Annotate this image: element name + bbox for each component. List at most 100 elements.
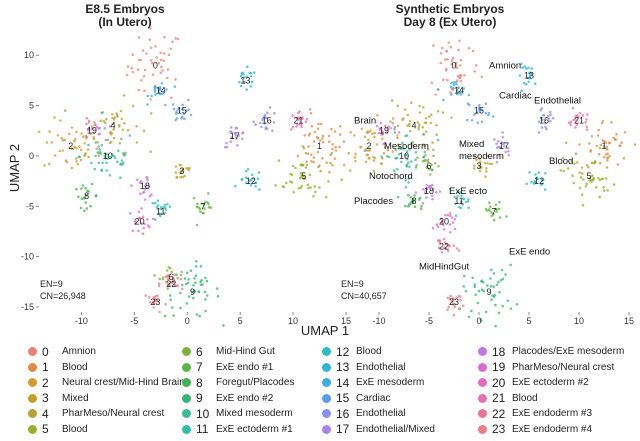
legend-item-11: 11 ExE ectoderm #1 bbox=[182, 422, 293, 437]
cluster-label-23: 23 bbox=[449, 297, 459, 307]
cluster-label-19: 19 bbox=[379, 126, 389, 136]
cluster-label-22: 22 bbox=[166, 279, 176, 289]
cluster-label-15: 15 bbox=[177, 106, 187, 116]
legend-label: Blood bbox=[512, 392, 538, 404]
cluster-label-16: 16 bbox=[539, 116, 549, 126]
cluster-cloud-21 bbox=[291, 108, 312, 129]
legend-label: Blood bbox=[356, 346, 382, 357]
cluster-cloud-0 bbox=[125, 26, 180, 115]
panel-subtitle: Day 8 (Ex Utero) bbox=[404, 15, 497, 29]
cluster-cloud-5 bbox=[274, 145, 344, 199]
cluster-label-4: 4 bbox=[111, 121, 116, 131]
x-tick-label: 0 bbox=[476, 316, 481, 326]
legend-swatch bbox=[478, 378, 487, 387]
annotation-label: Amnion bbox=[489, 60, 521, 71]
cluster-label-17: 17 bbox=[230, 131, 240, 141]
legend-item-14: 14 ExE mesoderm bbox=[322, 375, 424, 390]
cluster-cloud-15 bbox=[164, 98, 193, 122]
legend-item-7: 7 ExE endo #1 bbox=[182, 360, 273, 375]
cluster-cloud-11 bbox=[448, 187, 470, 217]
legend-number: 4 bbox=[42, 406, 49, 421]
legend-number: 3 bbox=[42, 391, 49, 405]
cluster-label-9: 9 bbox=[190, 287, 195, 297]
x-tick-label: 15 bbox=[341, 316, 351, 326]
legend-item-1: 1 Blood bbox=[28, 360, 88, 375]
legend-swatch bbox=[478, 362, 487, 372]
legend-label: Blood bbox=[62, 423, 88, 435]
cluster-label-14: 14 bbox=[454, 85, 464, 95]
legend-number: 9 bbox=[196, 391, 203, 405]
legend-label: ExE endoderm #3 bbox=[512, 408, 593, 419]
cluster-label-8: 8 bbox=[84, 191, 89, 201]
cluster-label-2: 2 bbox=[68, 141, 73, 151]
cluster-cloud-8 bbox=[75, 182, 98, 213]
legend-number: 6 bbox=[196, 344, 203, 359]
cluster-label-23: 23 bbox=[150, 297, 160, 307]
cluster-cloud-1 bbox=[564, 120, 637, 169]
legend-number: 1 bbox=[42, 360, 49, 374]
cluster-label-4: 4 bbox=[411, 121, 416, 131]
legend-label: Amnion bbox=[62, 346, 96, 357]
legend-number: 10 bbox=[196, 406, 210, 421]
legend-swatch bbox=[322, 424, 331, 434]
cluster-cloud-1 bbox=[289, 111, 351, 174]
legend-item-15: 15 Cardiac bbox=[322, 391, 390, 406]
legend-item-10: 10 Mixed mesoderm bbox=[182, 406, 293, 421]
cluster-cloud-23 bbox=[446, 294, 465, 317]
legend-item-17: 17 Endothelial/Mixed bbox=[322, 422, 435, 437]
legend-label: Placodes/ExE mesoderm bbox=[512, 346, 625, 357]
cluster-cloud-23 bbox=[144, 294, 167, 314]
cluster-label-20: 20 bbox=[135, 216, 145, 226]
cluster-cloud-21 bbox=[567, 106, 589, 131]
legend-swatch bbox=[322, 393, 331, 403]
cluster-label-1: 1 bbox=[601, 141, 606, 151]
legend-label: Mixed bbox=[62, 392, 89, 404]
legend-item-0: 0 Amnion bbox=[28, 344, 96, 359]
legend-label: ExE ectoderm #1 bbox=[216, 423, 293, 435]
cluster-cloud-3 bbox=[473, 154, 494, 178]
cluster-cloud-20 bbox=[129, 210, 155, 235]
cluster-label-18: 18 bbox=[424, 186, 434, 196]
x-tick-label: 15 bbox=[624, 316, 634, 326]
cell-scatter bbox=[37, 26, 351, 327]
annotation-label: Mixed bbox=[459, 139, 484, 150]
legend-label: Endothelial bbox=[356, 361, 406, 373]
cluster-cloud-17 bbox=[493, 131, 511, 164]
legend-number: 19 bbox=[492, 360, 506, 374]
panel-ex-utero: Synthetic Embryos Day 8 (Ex Utero) -10 -5… bbox=[333, 2, 637, 328]
legend-number: 5 bbox=[42, 422, 49, 436]
panel-title: E8.5 Embryos bbox=[85, 2, 165, 16]
cluster-cloud-7 bbox=[192, 192, 213, 227]
cluster-label-7: 7 bbox=[491, 206, 496, 216]
cell-scatter bbox=[333, 39, 637, 328]
legend-number: 7 bbox=[196, 360, 203, 374]
cluster-cloud-22 bbox=[437, 230, 461, 254]
cluster-cloud-7 bbox=[484, 200, 508, 222]
legend-number: 13 bbox=[336, 360, 350, 374]
cluster-label-11: 11 bbox=[156, 206, 165, 216]
legend-item-18: 18 Placodes/ExE mesoderm bbox=[478, 344, 624, 359]
legend-label: Foregut/Placodes bbox=[216, 377, 295, 388]
cluster-cloud-15 bbox=[465, 102, 495, 124]
x-tick-label: -10 bbox=[372, 316, 385, 326]
legend-label: PharMeso/Neural crest bbox=[512, 361, 615, 373]
cluster-cloud-18 bbox=[130, 176, 153, 210]
cluster-label-0: 0 bbox=[451, 60, 456, 70]
legend-label: ExE ectoderm #2 bbox=[512, 377, 589, 388]
cluster-label-9: 9 bbox=[486, 287, 491, 297]
legend-item-22: 22 ExE endoderm #3 bbox=[478, 406, 592, 421]
cluster-label-13: 13 bbox=[524, 70, 534, 80]
annotation-label: Blood bbox=[549, 156, 573, 167]
cluster-cloud-10 bbox=[77, 111, 132, 179]
legend-number: 22 bbox=[492, 406, 506, 421]
cluster-label-5: 5 bbox=[586, 171, 591, 181]
cluster-label-8: 8 bbox=[411, 196, 416, 206]
annotation-label: Mesoderm bbox=[384, 141, 429, 152]
legend-item-3: 3 Mixed bbox=[28, 391, 89, 406]
cluster-cloud-19 bbox=[85, 117, 112, 142]
cluster-label-10: 10 bbox=[103, 151, 113, 161]
y-tick-label: -15 bbox=[21, 302, 34, 312]
cluster-label-5: 5 bbox=[301, 171, 306, 181]
